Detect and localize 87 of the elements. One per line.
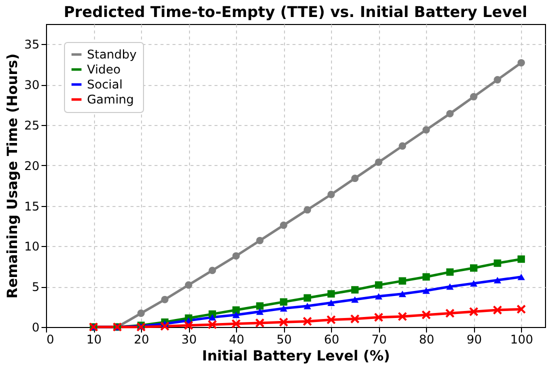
point (232, 312, 240, 318)
point (280, 305, 288, 312)
y-tick-label: 25 (24, 118, 40, 132)
point (446, 268, 454, 276)
point (398, 142, 406, 150)
point (304, 294, 312, 302)
point (469, 306, 478, 316)
y-axis-title: Remaining Usage Time (Hours) (5, 54, 22, 298)
point (374, 158, 382, 166)
point (161, 296, 169, 304)
x-tick-label: 20 (134, 332, 150, 346)
x-tick-label: 10 (86, 332, 102, 346)
point (446, 110, 454, 118)
point (256, 308, 264, 315)
point (518, 59, 525, 66)
legend-label: Video (87, 62, 121, 76)
point (208, 320, 218, 330)
y-tick-label: 15 (24, 199, 40, 214)
y-tick-label: 0 (32, 320, 40, 334)
y-tick-label: 20 (24, 158, 40, 173)
point (256, 236, 264, 244)
point (136, 322, 146, 332)
point (278, 317, 288, 327)
x-tick-label: 80 (419, 332, 434, 346)
x-tick-label: 70 (372, 332, 387, 346)
point (327, 300, 335, 306)
x-axis-title: Initial Battery Level (%) (202, 348, 390, 364)
point (374, 293, 382, 300)
point (446, 283, 454, 290)
point (208, 314, 216, 321)
point (302, 316, 312, 326)
x-tick-label: 0 (46, 332, 54, 346)
point (516, 304, 526, 314)
y-tick-label: 35 (24, 38, 40, 52)
point (518, 255, 525, 263)
point (255, 318, 265, 328)
point (421, 310, 431, 320)
point (327, 290, 335, 298)
point (470, 93, 478, 100)
point (445, 308, 455, 318)
y-tick-label: 30 (24, 78, 40, 92)
x-tick-label: 100 (510, 332, 534, 346)
point (184, 320, 194, 330)
point (422, 273, 430, 281)
point (256, 302, 264, 310)
point (280, 221, 288, 229)
legend-label: Gaming (87, 92, 134, 106)
point (470, 280, 478, 287)
point (327, 190, 335, 198)
point (304, 302, 312, 310)
point (232, 252, 240, 260)
point (398, 277, 406, 285)
point (350, 314, 360, 324)
point (351, 174, 359, 182)
x-tick-label: 40 (228, 332, 244, 346)
point (351, 296, 359, 303)
point (280, 298, 288, 306)
point (422, 126, 430, 134)
chart-title: Predicted Time-to-Empty (TTE) vs. Initial Battery Level (64, 3, 528, 21)
x-tick-label: 30 (181, 332, 197, 346)
point (494, 76, 502, 84)
x-tick-label: 90 (466, 332, 482, 346)
point (494, 276, 502, 284)
point (470, 264, 478, 272)
x-tick-label: 50 (276, 332, 292, 346)
y-tick-label: 5 (32, 280, 40, 294)
point (374, 281, 382, 289)
point (374, 312, 384, 322)
x-tick-label: 60 (324, 332, 340, 346)
point (160, 321, 170, 331)
point (398, 312, 408, 322)
point (326, 315, 336, 324)
point (232, 306, 240, 314)
point (184, 281, 192, 289)
legend-label: Standby (87, 48, 137, 62)
point (518, 274, 525, 280)
point (304, 206, 312, 214)
y-tick-label: 10 (24, 240, 40, 254)
point (398, 290, 406, 298)
point (492, 305, 502, 315)
legend-label: Social (87, 78, 123, 92)
point (422, 287, 430, 294)
point (351, 286, 359, 294)
point (494, 259, 502, 267)
point (208, 266, 216, 274)
point (231, 319, 241, 328)
point (137, 310, 145, 317)
